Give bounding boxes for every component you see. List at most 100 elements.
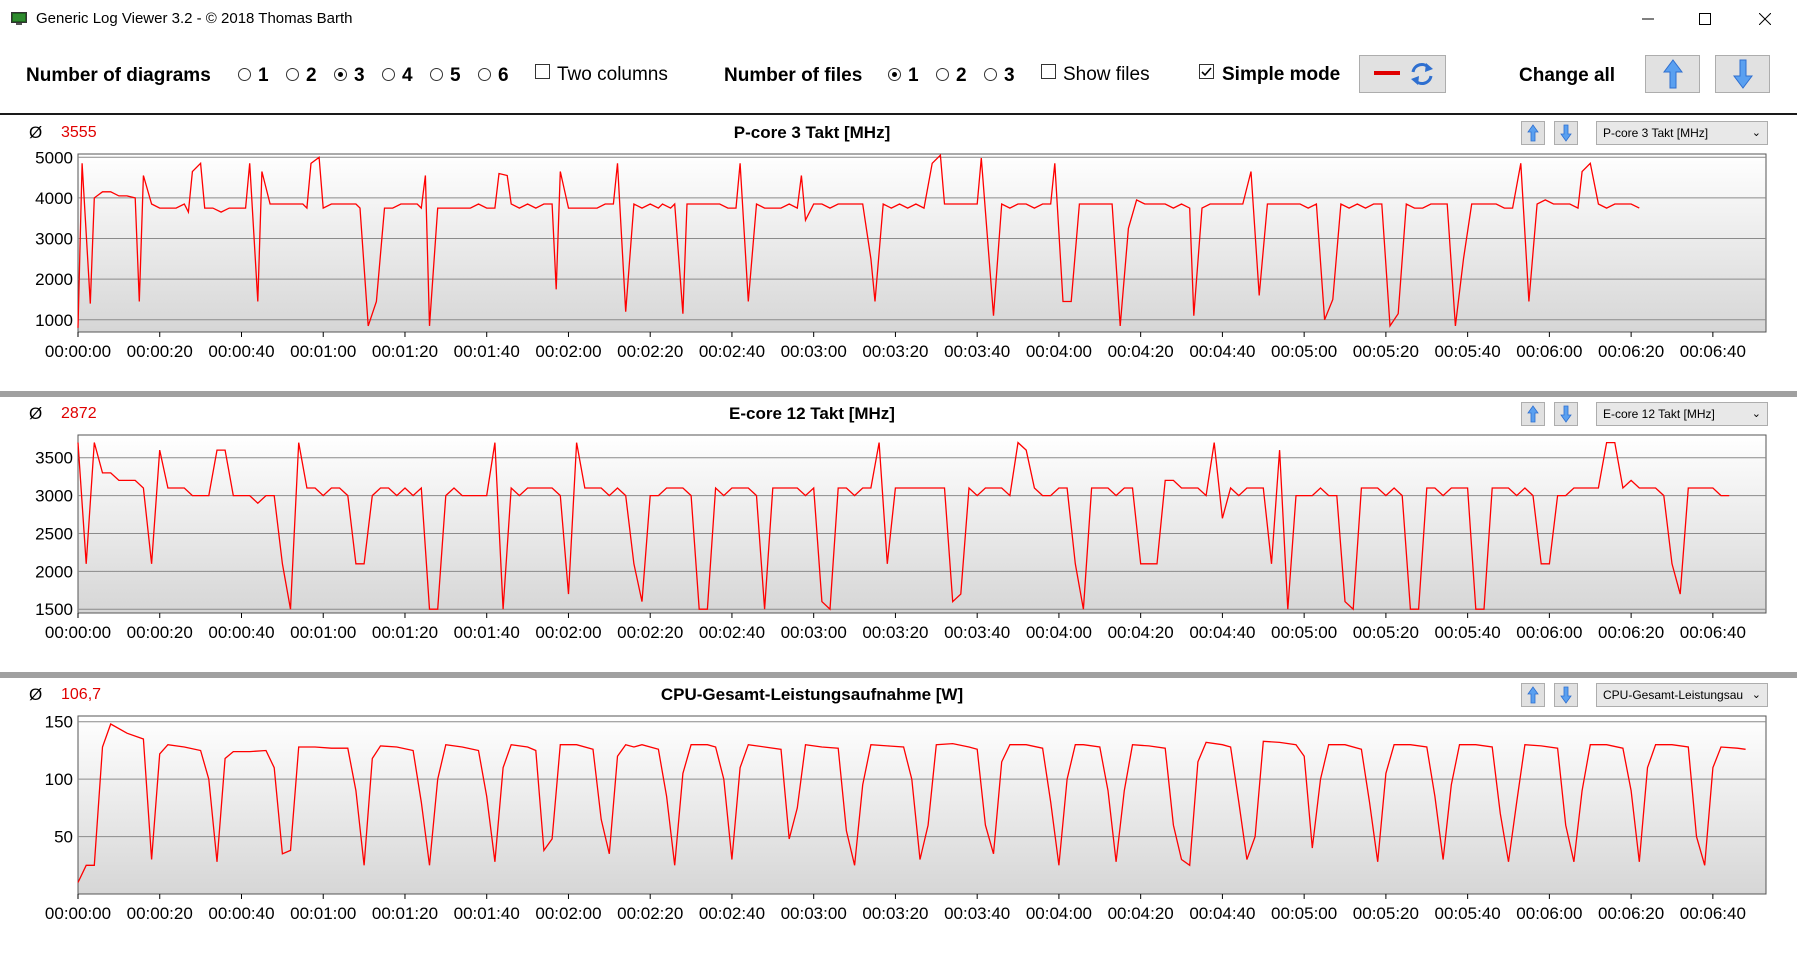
series-line	[77, 441, 1730, 611]
diagram-radio-2[interactable]	[286, 68, 299, 81]
x-tick-label: 00:00:00	[45, 342, 111, 361]
arrow-down-icon	[1560, 124, 1572, 142]
sensor-select-value: E-core 12 Takt [MHz]	[1603, 407, 1715, 421]
diagram-panel-2: 1500 2000 2500 3000 3500 00:00:00 00:00:20 00:0…	[0, 397, 1797, 672]
x-tick-label: 00:04:20	[1108, 623, 1174, 642]
y-tick-label: 2500	[35, 524, 73, 543]
diagram-up-button[interactable]	[1521, 683, 1545, 707]
diagram-radio-5[interactable]	[430, 68, 443, 81]
x-tick-label: 00:03:00	[781, 904, 847, 923]
x-tick-label: 00:06:40	[1680, 623, 1746, 642]
average-symbol: Ø	[29, 685, 43, 704]
file-radio-label-1: 1	[908, 65, 919, 86]
y-tick-label: 5000	[35, 148, 73, 167]
minimize-button[interactable]	[1620, 0, 1676, 38]
line-color-refresh-button[interactable]	[1359, 55, 1446, 93]
chart-svg: 1000 2000 3000 4000 5000 00:00:00 00:00:20 00:0…	[35, 148, 1767, 361]
x-tick-label: 00:05:40	[1435, 623, 1501, 642]
x-tick-label: 00:00:00	[45, 904, 111, 923]
diagram-radio-1[interactable]	[238, 68, 251, 81]
diagram-up-button[interactable]	[1521, 402, 1545, 426]
diagram-up-button[interactable]	[1521, 121, 1545, 145]
minimize-icon	[1642, 18, 1654, 20]
x-tick-label: 00:01:40	[454, 904, 520, 923]
maximize-icon	[1699, 13, 1711, 25]
plot-area	[77, 715, 1767, 895]
x-tick-label: 00:02:40	[699, 623, 765, 642]
x-tick-label: 00:01:00	[290, 342, 356, 361]
x-tick-label: 00:04:40	[1189, 904, 1255, 923]
file-radio-2[interactable]	[936, 68, 949, 81]
diagram-radio-label-3: 3	[354, 65, 365, 86]
change-all-up-button[interactable]	[1645, 55, 1700, 93]
file-radio-label-3: 3	[1004, 65, 1015, 86]
two-columns-checkbox[interactable]	[535, 64, 550, 79]
chart-title: P-core 3 Takt [MHz]	[733, 123, 891, 142]
diagram-radio-label-1: 1	[258, 65, 269, 86]
diagram-down-button[interactable]	[1554, 402, 1578, 426]
diagram-sensor-select[interactable]: E-core 12 Takt [MHz] ⌄	[1596, 402, 1768, 426]
diagram-panel-3: 50 100 150 00:00:00 00:00:20 00:00:40 00:01:00…	[0, 678, 1797, 953]
average-value: 2872	[61, 405, 97, 422]
chart-svg: 1500 2000 2500 3000 3500 00:00:00 00:00:20 00:0…	[35, 434, 1767, 642]
chevron-down-icon: ⌄	[1751, 408, 1761, 420]
y-tick-label: 1000	[35, 311, 73, 330]
x-tick-label: 00:04:40	[1189, 342, 1255, 361]
file-radio-1[interactable]	[888, 68, 901, 81]
x-tick-label: 00:01:20	[372, 342, 438, 361]
y-tick-label: 150	[45, 713, 73, 732]
change-all-down-button[interactable]	[1715, 55, 1770, 93]
close-button[interactable]	[1737, 0, 1793, 38]
x-tick-label: 00:02:40	[699, 904, 765, 923]
x-tick-label: 00:06:20	[1598, 904, 1664, 923]
x-tick-label: 00:02:20	[617, 623, 683, 642]
title-bar: Generic Log Viewer 3.2 - © 2018 Thomas B…	[0, 0, 1797, 38]
show-files-checkbox[interactable]	[1041, 64, 1056, 79]
num-diagrams-label: Number of diagrams	[26, 65, 211, 86]
checkmark-icon	[1201, 67, 1212, 77]
x-tick-label: 00:04:20	[1108, 342, 1174, 361]
y-tick-label: 4000	[35, 189, 73, 208]
x-tick-label: 00:06:20	[1598, 342, 1664, 361]
x-tick-label: 00:04:40	[1189, 623, 1255, 642]
diagram-radio-label-6: 6	[498, 65, 509, 86]
change-all-label: Change all	[1519, 65, 1616, 86]
plot-area	[77, 434, 1767, 614]
arrow-down-icon	[1560, 405, 1572, 423]
arrow-up-icon	[1663, 59, 1683, 89]
maximize-button[interactable]	[1677, 0, 1733, 38]
x-tick-label: 00:05:00	[1271, 623, 1337, 642]
diagram-radio-4[interactable]	[382, 68, 395, 81]
x-tick-label: 00:03:40	[944, 623, 1010, 642]
x-tick-label: 00:04:00	[1026, 904, 1092, 923]
arrow-down-icon	[1560, 686, 1572, 704]
y-tick-label: 100	[45, 770, 73, 789]
x-tick-label: 00:03:40	[944, 904, 1010, 923]
x-tick-label: 00:02:00	[535, 904, 601, 923]
diagram-down-button[interactable]	[1554, 121, 1578, 145]
diagram-down-button[interactable]	[1554, 683, 1578, 707]
x-tick-label: 00:02:20	[617, 904, 683, 923]
x-tick-label: 00:01:40	[454, 342, 520, 361]
show-files-label: Show files	[1063, 64, 1150, 85]
x-tick-label: 00:05:00	[1271, 904, 1337, 923]
diagram-sensor-select[interactable]: CPU-Gesamt-Leistungsau ⌄	[1596, 683, 1768, 707]
file-radio-3[interactable]	[984, 68, 997, 81]
average-symbol: Ø	[29, 404, 43, 423]
window-title: Generic Log Viewer 3.2 - © 2018 Thomas B…	[36, 10, 353, 27]
diagram-panel-1: 1000 2000 3000 4000 5000 00:00:00 00:00:20 00:0…	[0, 116, 1797, 391]
line-color-icon	[1374, 71, 1400, 75]
x-tick-label: 00:00:00	[45, 623, 111, 642]
y-tick-label: 3500	[35, 449, 73, 468]
x-tick-label: 00:01:00	[290, 904, 356, 923]
monitor-app-icon	[11, 12, 27, 25]
x-tick-label: 00:03:00	[781, 342, 847, 361]
panel-divider	[0, 391, 1797, 397]
simple-mode-checkbox[interactable]	[1199, 64, 1214, 79]
two-columns-label: Two columns	[557, 64, 668, 85]
x-tick-label: 00:03:20	[862, 904, 928, 923]
average-value: 3555	[61, 124, 97, 141]
diagram-sensor-select[interactable]: P-core 3 Takt [MHz] ⌄	[1596, 121, 1768, 145]
diagram-radio-6[interactable]	[478, 68, 491, 81]
diagram-radio-3[interactable]	[334, 68, 347, 81]
